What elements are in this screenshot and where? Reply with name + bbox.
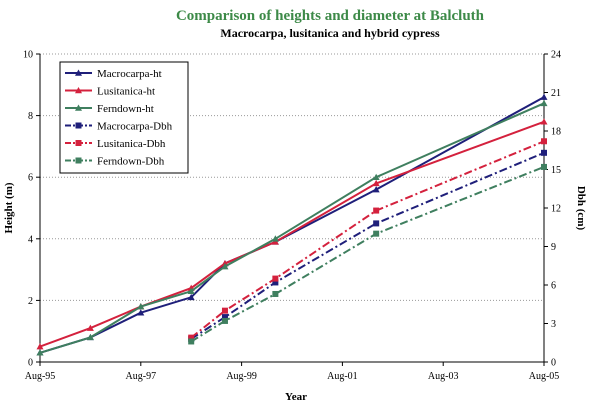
series-line <box>39 120 545 348</box>
data-point <box>187 293 195 301</box>
data-point <box>541 149 547 156</box>
y-right-tick-label: 9 <box>551 242 556 253</box>
data-point <box>372 186 380 193</box>
data-point <box>221 314 228 321</box>
series-layer <box>36 93 548 356</box>
legend-marker <box>75 87 82 94</box>
legend-label: Lusitanica-Dbh <box>97 138 166 150</box>
x-tick-label: Aug-97 <box>126 371 157 382</box>
data-point <box>187 287 195 294</box>
data-point <box>540 118 548 125</box>
legend-marker <box>75 104 82 111</box>
data-point <box>373 220 380 227</box>
data-point <box>540 99 548 107</box>
data-point <box>373 230 380 237</box>
y-left-tick-label: 6 <box>28 173 33 184</box>
data-point <box>541 163 547 170</box>
y-left-tick-label: 10 <box>23 50 33 61</box>
y-right-tick-label: 18 <box>551 127 561 138</box>
data-point <box>372 179 380 187</box>
series-line <box>39 102 545 354</box>
y-left-tick-label: 8 <box>28 111 33 122</box>
y-axis-right-label: Dbh (cm) <box>575 186 587 231</box>
data-point <box>272 290 279 297</box>
data-point <box>221 307 228 314</box>
y-right-tick-label: 24 <box>551 50 561 61</box>
data-point <box>188 334 195 341</box>
chart-subtitle: Macrocarpa, lusitanica and hybrid cypres… <box>220 26 440 40</box>
data-point <box>541 138 547 145</box>
data-point <box>86 324 94 331</box>
y-left-tick-label: 4 <box>28 234 33 245</box>
y-right-tick-label: 21 <box>551 88 561 99</box>
data-point <box>221 317 228 324</box>
data-point <box>272 275 279 282</box>
legend-marker <box>75 157 82 164</box>
data-point <box>540 93 548 100</box>
data-point <box>86 333 94 341</box>
data-point <box>372 173 380 180</box>
data-point <box>271 235 279 242</box>
y-axis-left-label: Height (m) <box>3 182 15 233</box>
legend-label: Ferndown-Dbh <box>97 156 165 168</box>
y-right-tick-label: 0 <box>551 358 556 369</box>
data-point <box>36 349 44 356</box>
legend-label: Macrocarpa-Dbh <box>97 121 173 133</box>
legend-label: Macrocarpa-ht <box>97 68 162 80</box>
data-point <box>188 338 195 345</box>
x-tick-label: Aug-95 <box>25 371 56 382</box>
x-tick-label: Aug-03 <box>428 371 459 382</box>
legend-marker <box>75 140 82 146</box>
y-right-tick-label: 3 <box>551 319 556 330</box>
y-right-tick-label: 6 <box>551 281 556 292</box>
data-point <box>272 279 279 286</box>
data-point <box>137 303 145 310</box>
x-tick-label: Aug-05 <box>529 371 560 382</box>
data-point <box>137 309 145 316</box>
legend: Macrocarpa-ht Lusitanica-ht Ferndown-ht Mac… <box>59 61 189 174</box>
legend-marker <box>75 69 82 76</box>
x-axis-label: Year <box>285 391 307 403</box>
y-right-tick-label: 15 <box>551 165 561 176</box>
legend-label: Lusitanica-ht <box>97 86 155 98</box>
chart-title: Comparison of heights and diameter at Ba… <box>176 8 485 24</box>
data-point <box>221 263 229 270</box>
legend-marker <box>75 122 82 129</box>
legend-label: Ferndown-ht <box>97 103 154 115</box>
legend-box <box>59 61 189 174</box>
x-tick-label: Aug-99 <box>226 371 257 382</box>
series-line <box>190 151 545 340</box>
x-tick-label: Aug-01 <box>327 371 358 382</box>
y-right-tick-label: 12 <box>551 204 561 215</box>
data-point <box>373 207 380 214</box>
data-point <box>36 343 44 350</box>
y-left-tick-label: 2 <box>28 296 33 307</box>
y-left-tick-label: 0 <box>28 358 33 369</box>
